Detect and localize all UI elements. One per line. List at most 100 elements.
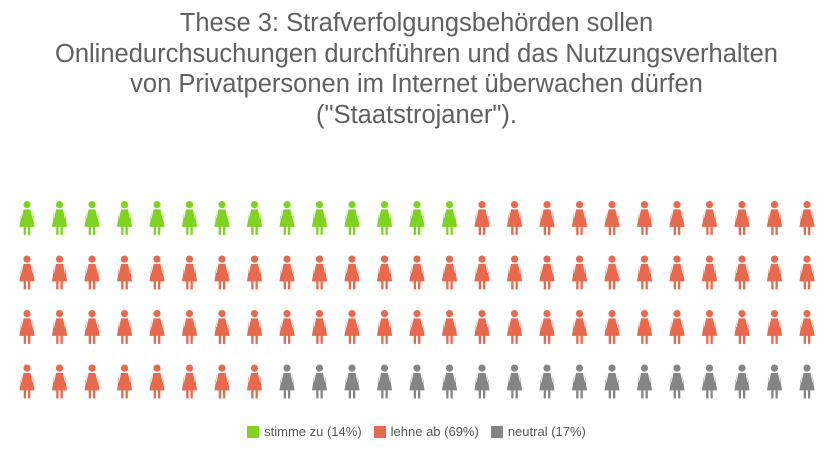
woman-icon-ablehnung <box>409 310 425 344</box>
woman-icon-neutral <box>441 364 458 399</box>
woman-icon-zustimmung <box>116 201 133 235</box>
woman-icon-zustimmung <box>246 201 263 235</box>
woman-icon-ablehnung <box>311 310 328 344</box>
woman-icon-zustimmung <box>409 201 425 235</box>
woman-icon-ablehnung <box>636 255 653 290</box>
woman-icon-neutral <box>766 364 783 399</box>
legend-swatch-lehne-ab <box>373 425 386 438</box>
woman-icon-neutral <box>734 364 750 399</box>
legend-swatch-neutral <box>490 425 503 438</box>
woman-icon-neutral <box>539 364 555 399</box>
woman-icon-ablehnung <box>766 201 783 235</box>
woman-icon-neutral <box>604 364 620 399</box>
woman-icon-ablehnung <box>799 310 815 344</box>
woman-icon-ablehnung <box>181 255 198 290</box>
woman-icon-ablehnung <box>539 255 555 290</box>
woman-icon-ablehnung <box>84 310 100 344</box>
woman-icon-neutral <box>311 364 328 399</box>
woman-icon-neutral <box>636 364 653 399</box>
woman-icon-ablehnung <box>149 364 165 399</box>
legend-label-lehne-ab: lehne ab (69%) <box>390 424 479 439</box>
woman-icon-ablehnung <box>669 310 685 344</box>
legend-label-neutral: neutral (17%) <box>507 424 586 439</box>
woman-icon-ablehnung <box>506 255 523 290</box>
woman-icon-ablehnung <box>766 310 783 344</box>
woman-icon-ablehnung <box>19 255 35 290</box>
woman-icon-ablehnung <box>51 255 68 290</box>
woman-icon-ablehnung <box>604 255 620 290</box>
woman-icon-ablehnung <box>636 201 653 235</box>
woman-icon-ablehnung <box>246 255 263 290</box>
woman-icon-ablehnung <box>539 310 555 344</box>
woman-icon-ablehnung <box>669 255 685 290</box>
woman-icon-ablehnung <box>376 310 393 344</box>
woman-icon-neutral <box>799 364 815 399</box>
chart-title: These 3: Strafverfolgungsbehörden sollen… <box>0 8 833 130</box>
woman-icon-ablehnung <box>149 310 165 344</box>
woman-icon-ablehnung <box>604 201 620 235</box>
woman-icon-zustimmung <box>84 201 100 235</box>
woman-icon-ablehnung <box>701 255 718 290</box>
woman-icon-ablehnung <box>181 364 198 399</box>
chart-title-line: These 3: Strafverfolgungsbehörden sollen <box>179 9 654 37</box>
woman-icon-ablehnung <box>701 201 718 235</box>
woman-icon-zustimmung <box>51 201 68 235</box>
woman-icon-ablehnung <box>441 310 458 344</box>
legend-label-stimme-zu: stimme zu (14%) <box>264 424 362 439</box>
woman-icon-ablehnung <box>506 310 523 344</box>
woman-icon-ablehnung <box>214 310 230 344</box>
woman-icon-ablehnung <box>604 310 620 344</box>
woman-icon-ablehnung <box>734 255 750 290</box>
woman-icon-ablehnung <box>214 255 230 290</box>
woman-icon-ablehnung <box>539 201 555 235</box>
woman-icon-ablehnung <box>116 364 133 399</box>
woman-icon-ablehnung <box>571 310 588 344</box>
woman-icon-ablehnung <box>214 364 230 399</box>
woman-icon-zustimmung <box>311 201 328 235</box>
woman-icon-neutral <box>409 364 425 399</box>
woman-icon-ablehnung <box>344 255 360 290</box>
woman-icon-ablehnung <box>181 310 198 344</box>
woman-icon-ablehnung <box>571 201 588 235</box>
woman-icon-zustimmung <box>344 201 360 235</box>
woman-icon-zustimmung <box>214 201 230 235</box>
woman-icon-ablehnung <box>279 310 295 344</box>
woman-icon-ablehnung <box>84 364 100 399</box>
woman-icon-ablehnung <box>734 201 750 235</box>
woman-icon-ablehnung <box>246 310 263 344</box>
woman-icon-neutral <box>669 364 685 399</box>
woman-icon-ablehnung <box>799 255 815 290</box>
woman-icon-ablehnung <box>701 310 718 344</box>
woman-icon-ablehnung <box>799 201 815 235</box>
legend-item-neutral[interactable]: neutral (17%) <box>490 424 586 439</box>
chart-title-line: von Privatpersonen im Internet überwache… <box>130 70 703 98</box>
woman-icon-ablehnung <box>636 310 653 344</box>
legend-swatch-stimme-zu <box>247 425 260 438</box>
woman-icon-ablehnung <box>149 255 165 290</box>
woman-icon-ablehnung <box>669 201 685 235</box>
woman-icon-neutral <box>701 364 718 399</box>
woman-icon-neutral <box>279 364 295 399</box>
legend-item-stimme-zu[interactable]: stimme zu (14%) <box>247 424 362 439</box>
woman-icon-ablehnung <box>474 310 490 344</box>
woman-icon-ablehnung <box>279 255 295 290</box>
woman-icon-zustimmung <box>279 201 295 235</box>
woman-icon-ablehnung <box>571 255 588 290</box>
woman-icon-ablehnung <box>246 364 263 399</box>
woman-icon-neutral <box>571 364 588 399</box>
woman-icon-ablehnung <box>506 201 523 235</box>
woman-icon-neutral <box>506 364 523 399</box>
woman-icon-ablehnung <box>51 310 68 344</box>
woman-icon-ablehnung <box>441 255 458 290</box>
woman-icon-neutral <box>474 364 490 399</box>
woman-icon-ablehnung <box>409 255 425 290</box>
woman-icon-zustimmung <box>441 201 458 235</box>
woman-icon-neutral <box>376 364 393 399</box>
woman-icon-ablehnung <box>84 255 100 290</box>
legend-item-lehne-ab[interactable]: lehne ab (69%) <box>373 424 479 439</box>
woman-icon-ablehnung <box>344 310 360 344</box>
woman-icon-ablehnung <box>311 255 328 290</box>
woman-icon-ablehnung <box>51 364 68 399</box>
woman-icon-zustimmung <box>19 201 35 235</box>
